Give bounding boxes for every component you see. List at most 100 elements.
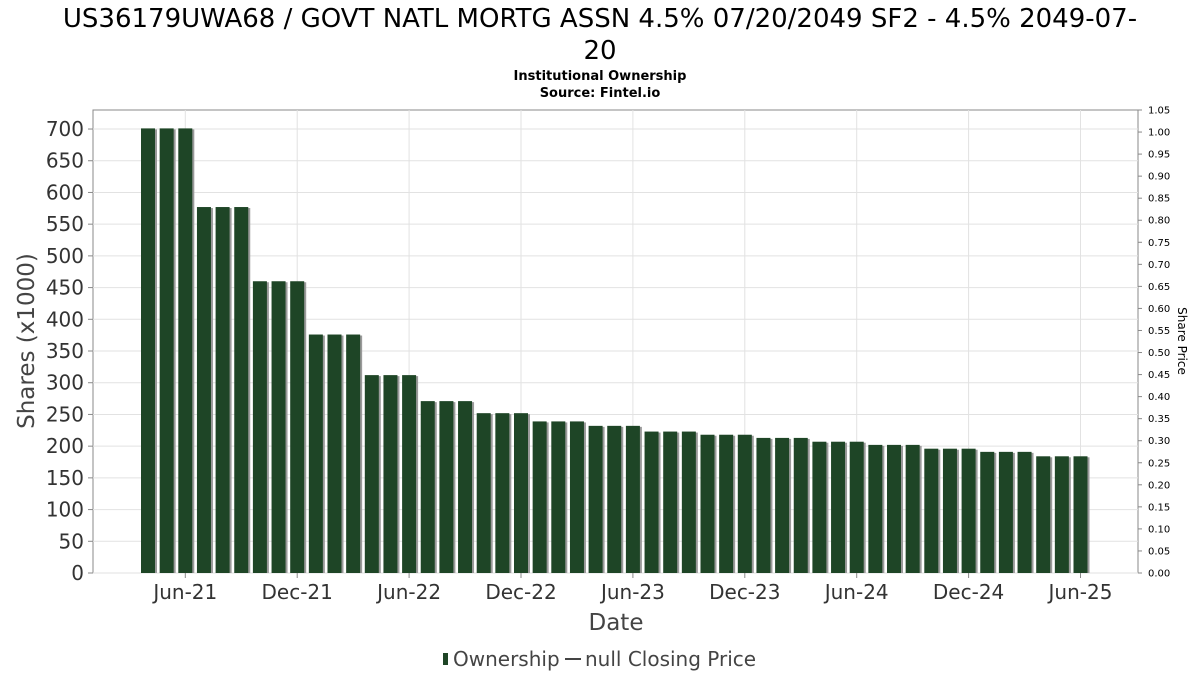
y-tick-label: 350 [46,339,84,363]
y-tick-label: 100 [46,498,84,522]
y2-tick-label: 0.00 [1148,569,1170,580]
bar-ownership [178,128,193,573]
y2-tick-label: 1.00 [1148,128,1170,139]
x-axis-label: Date [589,610,644,636]
y2-tick-label: 0.15 [1148,502,1170,513]
y2-tick-label: 0.55 [1148,326,1170,337]
bar-ownership [831,441,846,573]
chart-source: Source: Fintel.io [540,86,661,101]
y2-tick-label: 0.60 [1148,304,1170,315]
bar-ownership [625,425,640,573]
bar-ownership [495,413,510,573]
y-tick-label: 0 [71,561,84,585]
chart-subtitle: Institutional Ownership [514,69,687,84]
bar-ownership [308,334,323,573]
bar-ownership [532,421,547,573]
bar-ownership [141,128,155,573]
bar-ownership [980,451,995,573]
y2-tick-label: 0.35 [1148,414,1170,425]
bar-ownership [514,413,528,573]
x-tick-label: Dec-24 [933,580,1004,604]
y2-tick-label: 0.90 [1148,172,1170,183]
x-tick-label: Dec-21 [262,580,333,604]
y2-tick-label: 1.05 [1148,106,1170,117]
bar-ownership [607,425,622,573]
bar-ownership [327,334,342,573]
bar-ownership [905,444,920,573]
bar-ownership [849,441,864,573]
y2-tick-label: 0.70 [1148,260,1170,271]
y2-tick-label: 0.05 [1148,546,1170,557]
y-tick-label: 500 [46,244,84,268]
bar-ownership [644,431,659,573]
y2-tick-label: 0.25 [1148,458,1170,469]
y-tick-label: 600 [46,180,84,204]
bar-ownership [383,375,398,573]
y2-tick-label: 0.85 [1148,194,1170,205]
bar-ownership [1017,451,1032,573]
bar-ownership [1054,456,1069,573]
y-tick-label: 250 [46,402,84,426]
y2-tick-label: 0.65 [1148,282,1170,293]
bar-ownership [215,207,230,573]
bar-ownership [159,128,174,573]
y-tick-label: 700 [46,117,84,141]
x-tick-label: Jun-23 [599,580,665,604]
bar-ownership [346,334,361,573]
bar-ownership [998,451,1013,573]
y2-tick-label: 0.10 [1148,524,1170,535]
y2-tick-label: 0.20 [1148,480,1170,491]
bar-ownership [887,444,901,573]
chart-title-line-1: US36179UWA68 / GOVT NATL MORTG ASSN 4.5%… [63,4,1137,34]
bar-ownership [458,401,473,573]
legend-ownership-label: Ownership [453,647,560,671]
y-tick-label: 300 [46,371,84,395]
bar-series-ownership [141,128,1090,573]
y2-tick-label: 0.80 [1148,216,1170,227]
y-axis-label: Shares (x1000) [14,253,40,429]
x-tick-label: Jun-21 [151,580,217,604]
bar-ownership [271,281,286,573]
y-tick-label: 650 [46,149,84,173]
bar-ownership [439,401,454,573]
y-tick-label: 150 [46,466,84,490]
bar-ownership [681,431,696,573]
y2-tick-label: 0.30 [1148,436,1170,447]
y-tick-label: 550 [46,212,84,236]
bar-ownership [234,207,249,573]
bar-ownership [868,444,883,573]
y2-tick-label: 0.50 [1148,348,1170,359]
y-tick-label: 450 [46,276,84,300]
bar-ownership [290,281,305,573]
x-tick-label: Dec-23 [709,580,780,604]
bar-ownership [663,431,678,573]
legend-price-label: null Closing Price [585,647,756,671]
y-tick-label: 200 [46,434,84,458]
bar-ownership [420,401,435,573]
bar-ownership [700,434,715,573]
bar-ownership [775,437,790,573]
bar-ownership [252,281,267,573]
legend-ownership-swatch [443,653,448,665]
x-tick-label: Dec-22 [485,580,556,604]
bar-ownership [812,441,827,573]
x-tick-label: Jun-25 [1047,580,1113,604]
bar-ownership [961,448,976,573]
x-tick-label: Jun-22 [375,580,441,604]
y2-tick-label: 0.45 [1148,370,1170,381]
bar-ownership [476,413,491,573]
bar-ownership [364,375,379,573]
y2-axis-label: Share Price [1175,307,1189,375]
y-axis-ticks: 0 50 100 150 200 250 300 350 400 450 500 550 600 650 7… [46,117,93,585]
bar-ownership [1073,456,1088,573]
bar-ownership [719,434,734,573]
legend: Ownership null Closing Price [443,647,756,671]
bar-ownership [551,421,566,573]
x-tick-label: Jun-24 [823,580,889,604]
y2-tick-label: 0.75 [1148,238,1170,249]
bar-ownership [756,437,771,573]
bar-ownership [402,375,417,573]
y2-tick-label: 0.95 [1148,150,1170,161]
bar-ownership [1036,456,1051,573]
